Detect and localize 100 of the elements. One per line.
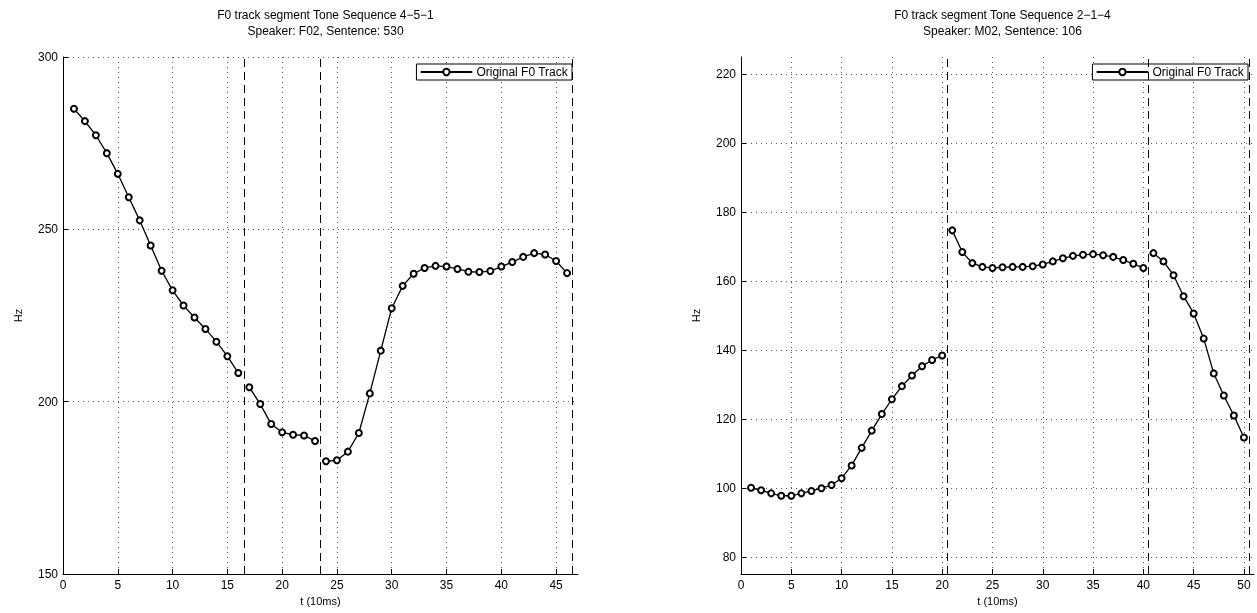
point — [223, 352, 232, 361]
x-axis-title: t (10ms) — [300, 595, 341, 608]
y-tick-label: 300 — [37, 50, 59, 64]
x-tick-label: 40 — [1136, 578, 1151, 592]
chart-title: F0 track segment Tone Sequence 2−1−4 — [894, 8, 1112, 22]
x-axis-title: t (10ms) — [977, 595, 1018, 608]
point — [847, 461, 856, 470]
legend-label: Original F0 Track — [1152, 65, 1245, 79]
x-tick-label: 30 — [385, 578, 399, 592]
point — [787, 491, 796, 500]
chart-title: F0 track segment Tone Sequence 4−5−1 — [217, 8, 435, 22]
point — [300, 431, 309, 440]
point — [475, 268, 484, 277]
point — [968, 259, 977, 268]
x-tick-label: 15 — [220, 578, 235, 592]
point — [398, 281, 407, 290]
y-tick-label: 100 — [715, 480, 737, 495]
x-tick-label: 20 — [935, 578, 950, 592]
point — [311, 436, 320, 445]
point — [1159, 257, 1168, 266]
x-tick-label: 40 — [494, 578, 509, 592]
point — [124, 193, 133, 202]
point — [278, 428, 287, 437]
point — [91, 131, 100, 140]
point — [817, 484, 826, 493]
point — [1038, 260, 1047, 269]
point — [354, 429, 363, 438]
point — [332, 456, 341, 465]
x-tick-label: 20 — [275, 578, 290, 592]
point — [1068, 251, 1077, 260]
point — [747, 483, 756, 492]
point — [908, 371, 916, 380]
point — [1109, 252, 1118, 261]
point — [1018, 262, 1027, 271]
point — [486, 267, 495, 276]
chart-subtitle: Speaker: F02, Sentence: 530 — [247, 24, 404, 38]
point — [508, 258, 517, 267]
point — [1189, 309, 1198, 318]
point — [69, 104, 78, 113]
point — [201, 324, 210, 333]
y-tick-label: 200 — [715, 136, 737, 151]
point — [1199, 334, 1208, 343]
point — [442, 262, 451, 271]
point — [168, 286, 177, 295]
point — [256, 400, 265, 409]
point — [376, 346, 385, 355]
x-tick-label: 15 — [885, 578, 899, 592]
point — [1099, 251, 1108, 260]
point — [519, 252, 528, 261]
point — [837, 474, 846, 483]
point — [190, 313, 199, 322]
chart-subtitle: Speaker: M02, Sentence: 106 — [923, 24, 1083, 38]
x-tick-label: 25 — [330, 578, 344, 592]
x-tick-label: 10 — [165, 578, 180, 592]
point — [928, 355, 937, 364]
point — [988, 263, 997, 272]
x-tick-label: 45 — [1186, 578, 1201, 592]
point — [497, 262, 506, 271]
point — [552, 257, 561, 266]
x-tick-label: 50 — [1237, 578, 1251, 592]
point — [420, 263, 429, 272]
point — [757, 486, 766, 495]
point — [541, 250, 550, 259]
legend-label: Original F0 Track — [476, 65, 569, 79]
point — [1119, 256, 1128, 265]
point — [827, 481, 836, 490]
y-tick-label: 220 — [715, 67, 737, 82]
x-tick-label: 35 — [1086, 578, 1101, 592]
point — [958, 248, 967, 257]
point — [1219, 391, 1228, 400]
point — [1149, 249, 1158, 258]
point — [409, 269, 418, 278]
point — [387, 304, 396, 313]
point — [157, 266, 166, 275]
y-tick-label: 200 — [37, 394, 59, 409]
x-tick-label: 25 — [985, 578, 1000, 592]
point — [1239, 433, 1248, 442]
point — [877, 410, 886, 419]
point — [80, 117, 89, 126]
point — [867, 426, 876, 435]
point — [563, 269, 572, 278]
point — [431, 261, 440, 270]
x-tick-label: 30 — [1036, 578, 1050, 592]
y-tick-label: 80 — [722, 549, 737, 564]
point — [321, 457, 330, 466]
point — [1089, 250, 1098, 259]
point — [464, 267, 473, 276]
y-tick-label: 160 — [715, 274, 737, 289]
point — [1129, 259, 1138, 268]
point — [1229, 411, 1238, 420]
point — [897, 382, 906, 391]
y-tick-label: 120 — [715, 411, 737, 426]
point — [1048, 257, 1057, 266]
point — [857, 443, 866, 452]
point — [1008, 262, 1017, 271]
point — [887, 395, 896, 404]
x-tick-label: 0 — [59, 578, 67, 592]
point — [1179, 292, 1188, 301]
point — [1058, 254, 1067, 263]
point — [1169, 271, 1178, 280]
